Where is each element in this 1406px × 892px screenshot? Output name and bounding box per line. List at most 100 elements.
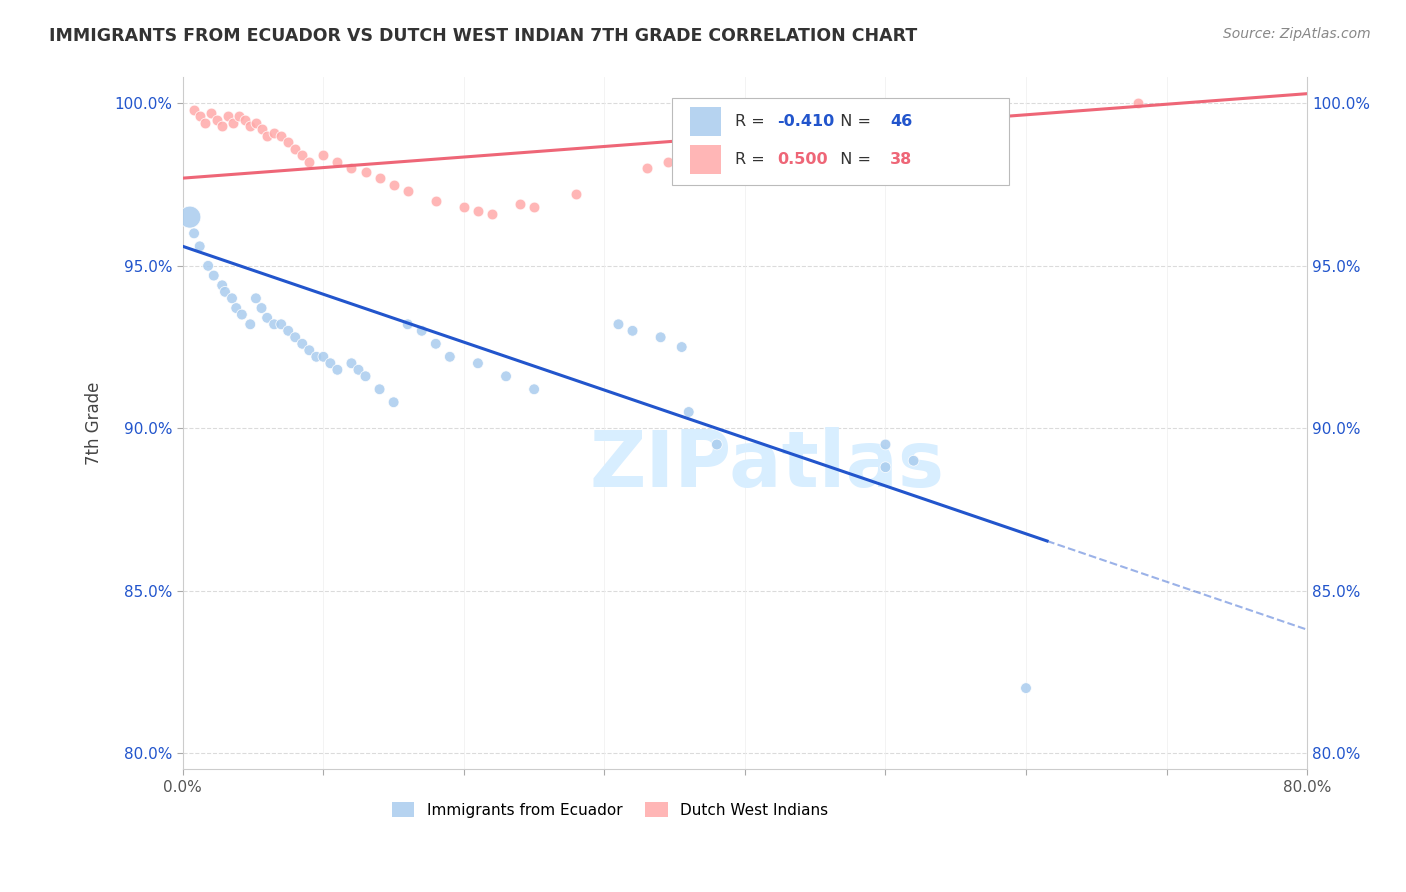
Point [291, 148, 314, 162]
Point [231, 308, 253, 322]
Point [340, 356, 363, 370]
Text: Source: ZipAtlas.com: Source: ZipAtlas.com [1223, 27, 1371, 41]
Point [233, 112, 256, 127]
Point [245, 116, 267, 130]
Point [565, 187, 588, 202]
Point [354, 164, 377, 178]
FancyBboxPatch shape [672, 98, 1010, 185]
Point [706, 437, 728, 451]
Point [368, 382, 391, 396]
Point [903, 454, 925, 468]
Point [319, 356, 342, 370]
Point [396, 318, 419, 332]
Point [205, 112, 228, 127]
Point [291, 336, 314, 351]
Point [211, 119, 233, 133]
Point [239, 318, 262, 332]
Text: 38: 38 [890, 153, 912, 168]
Point [382, 178, 405, 192]
Point [202, 268, 225, 283]
Bar [690, 145, 721, 174]
Point [183, 227, 205, 241]
Point [636, 161, 658, 176]
Point [382, 395, 405, 409]
Text: N =: N = [831, 114, 876, 129]
Point [298, 154, 321, 169]
Point [217, 110, 239, 124]
Point [188, 110, 211, 124]
Point [194, 116, 217, 130]
Point [228, 110, 250, 124]
Legend: Immigrants from Ecuador, Dutch West Indians: Immigrants from Ecuador, Dutch West Indi… [385, 796, 835, 824]
Point [326, 154, 349, 169]
Text: N =: N = [831, 153, 876, 168]
Y-axis label: 7th Grade: 7th Grade [86, 382, 103, 465]
Point [179, 210, 201, 224]
Point [256, 128, 278, 143]
Point [284, 142, 307, 156]
Point [263, 318, 285, 332]
Point [183, 103, 205, 117]
Point [305, 350, 328, 364]
Point [245, 291, 267, 305]
Point [270, 318, 292, 332]
Point [200, 106, 222, 120]
Point [439, 350, 461, 364]
Point [277, 324, 299, 338]
Point [347, 363, 370, 377]
Point [467, 356, 489, 370]
Point [214, 285, 236, 299]
Point [326, 363, 349, 377]
Point [607, 318, 630, 332]
Point [312, 148, 335, 162]
Point [197, 259, 219, 273]
Point [239, 119, 262, 133]
Point [657, 154, 679, 169]
Point [495, 369, 517, 384]
Point [1128, 96, 1150, 111]
Point [411, 324, 433, 338]
Text: IMMIGRANTS FROM ECUADOR VS DUTCH WEST INDIAN 7TH GRADE CORRELATION CHART: IMMIGRANTS FROM ECUADOR VS DUTCH WEST IN… [49, 27, 918, 45]
Point [368, 171, 391, 186]
Point [263, 126, 285, 140]
Point [284, 330, 307, 344]
Point [509, 197, 531, 211]
Text: R =: R = [735, 114, 769, 129]
Point [678, 145, 700, 160]
Point [875, 460, 897, 475]
Point [396, 184, 419, 198]
Text: R =: R = [735, 153, 769, 168]
Point [188, 239, 211, 253]
Point [523, 200, 546, 214]
Text: ZIPatlas: ZIPatlas [591, 427, 945, 503]
Point [425, 194, 447, 208]
Bar [690, 107, 721, 136]
Point [678, 405, 700, 419]
Point [621, 324, 644, 338]
Point [298, 343, 321, 358]
Point [225, 301, 247, 315]
Point [425, 336, 447, 351]
Text: -0.410: -0.410 [778, 114, 835, 129]
Point [250, 122, 273, 136]
Point [250, 301, 273, 315]
Point [1015, 681, 1038, 695]
Point [467, 203, 489, 218]
Point [221, 291, 243, 305]
Text: 0.500: 0.500 [778, 153, 828, 168]
Point [875, 437, 897, 451]
Point [270, 128, 292, 143]
Point [481, 207, 503, 221]
Point [650, 330, 672, 344]
Text: 46: 46 [890, 114, 912, 129]
Point [211, 278, 233, 293]
Point [340, 161, 363, 176]
Point [453, 200, 475, 214]
Point [354, 369, 377, 384]
Point [256, 310, 278, 325]
Point [222, 116, 245, 130]
Point [312, 350, 335, 364]
Point [671, 340, 693, 354]
Point [277, 136, 299, 150]
Point [523, 382, 546, 396]
